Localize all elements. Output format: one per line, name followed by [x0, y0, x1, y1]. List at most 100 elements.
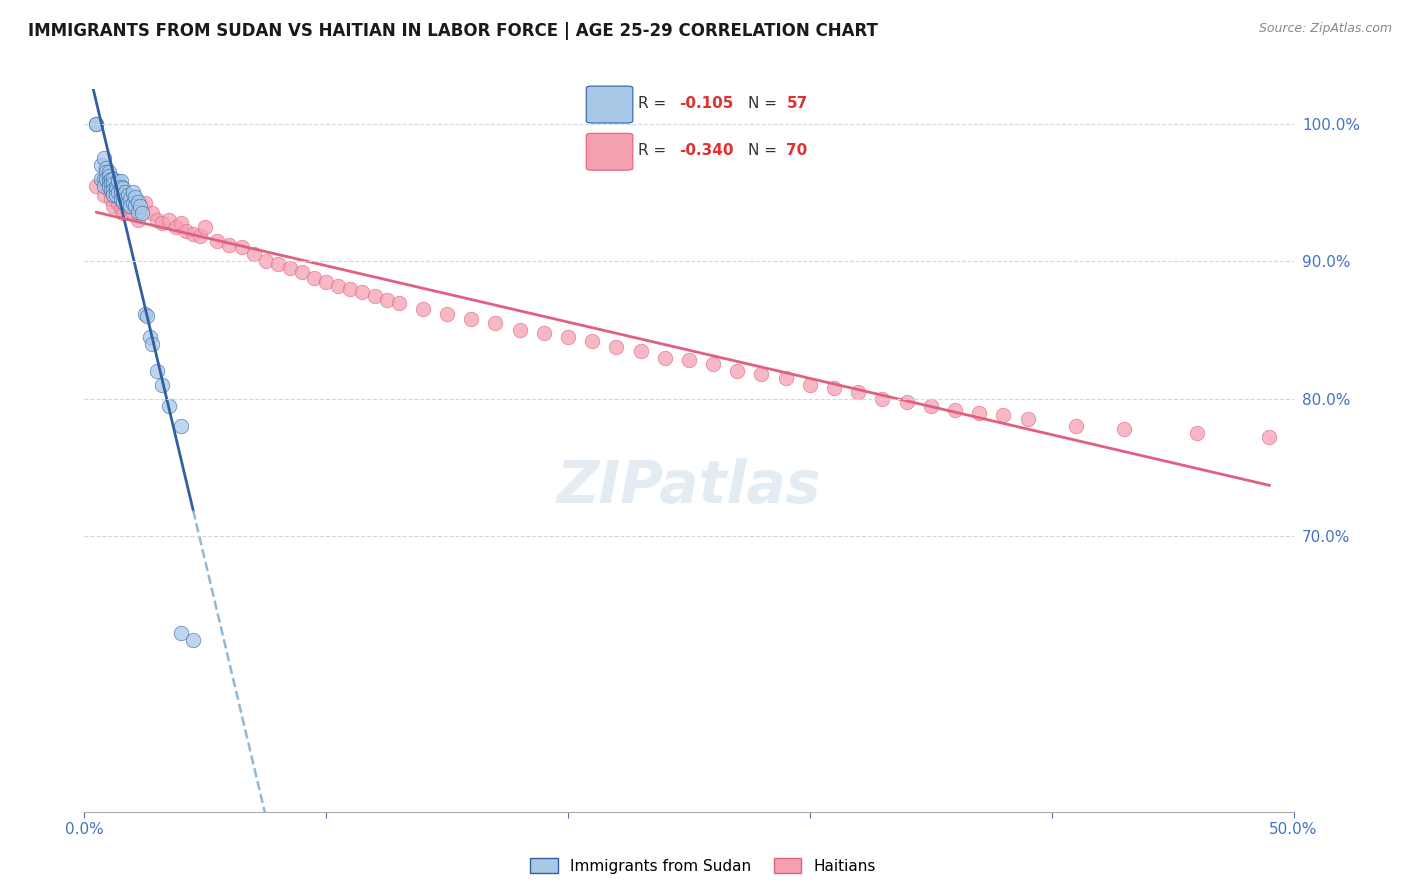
- Point: [533, 326, 555, 340]
- Point: [121, 186, 143, 200]
- Point: [103, 171, 125, 186]
- Point: [170, 419, 193, 434]
- Point: [103, 188, 125, 202]
- Point: [112, 181, 135, 195]
- Point: [751, 367, 773, 381]
- Point: [967, 406, 990, 420]
- Point: [103, 199, 125, 213]
- Text: -0.105: -0.105: [679, 96, 734, 111]
- Point: [104, 178, 127, 193]
- Point: [993, 409, 1015, 423]
- Point: [127, 204, 149, 219]
- Point: [90, 158, 112, 172]
- Text: N =: N =: [748, 96, 778, 111]
- Point: [94, 171, 117, 186]
- Point: [254, 254, 277, 268]
- Point: [110, 192, 132, 206]
- Point: [86, 178, 108, 193]
- Point: [302, 270, 325, 285]
- Point: [630, 343, 652, 358]
- Point: [375, 293, 398, 307]
- Point: [291, 265, 314, 279]
- Point: [90, 171, 112, 186]
- Point: [218, 237, 240, 252]
- Point: [339, 282, 361, 296]
- Point: [107, 196, 129, 211]
- Text: IMMIGRANTS FROM SUDAN VS HAITIAN IN LABOR FORCE | AGE 25-29 CORRELATION CHART: IMMIGRANTS FROM SUDAN VS HAITIAN IN LABO…: [28, 22, 877, 40]
- Point: [412, 302, 434, 317]
- Point: [121, 206, 143, 220]
- Point: [103, 183, 125, 197]
- Point: [114, 186, 136, 200]
- Point: [97, 178, 120, 193]
- Point: [823, 381, 845, 395]
- Point: [581, 334, 603, 348]
- Point: [120, 199, 142, 213]
- Point: [1114, 422, 1136, 436]
- Point: [484, 316, 506, 330]
- Point: [134, 306, 156, 320]
- Point: [1185, 426, 1208, 441]
- Point: [363, 288, 385, 302]
- Point: [150, 216, 173, 230]
- Point: [97, 169, 120, 183]
- Point: [157, 399, 180, 413]
- Point: [141, 336, 163, 351]
- Point: [94, 171, 117, 186]
- Text: N =: N =: [748, 144, 778, 158]
- Point: [100, 183, 122, 197]
- Point: [104, 188, 127, 202]
- Point: [127, 213, 149, 227]
- Point: [97, 165, 120, 179]
- Point: [181, 632, 204, 647]
- Point: [110, 180, 132, 194]
- Point: [328, 279, 350, 293]
- Point: [104, 188, 127, 202]
- Point: [799, 378, 821, 392]
- Point: [86, 117, 108, 131]
- Point: [460, 312, 482, 326]
- Point: [170, 625, 193, 640]
- Point: [352, 285, 374, 299]
- FancyBboxPatch shape: [586, 133, 633, 170]
- Point: [388, 295, 411, 310]
- Point: [190, 229, 212, 244]
- Point: [93, 151, 115, 165]
- Point: [138, 330, 160, 344]
- Point: [1064, 419, 1087, 434]
- Point: [110, 174, 132, 188]
- Point: [100, 176, 122, 190]
- Point: [129, 199, 152, 213]
- Point: [110, 186, 132, 200]
- Point: [207, 234, 229, 248]
- Point: [93, 188, 115, 202]
- Point: [242, 247, 264, 261]
- Point: [112, 188, 135, 202]
- Point: [136, 310, 159, 324]
- Point: [678, 353, 700, 368]
- Point: [131, 206, 153, 220]
- Point: [146, 213, 169, 227]
- Point: [436, 306, 458, 320]
- Point: [702, 358, 724, 372]
- Point: [896, 394, 918, 409]
- Legend: Immigrants from Sudan, Haitians: Immigrants from Sudan, Haitians: [524, 852, 882, 880]
- Point: [117, 196, 139, 211]
- Point: [872, 392, 894, 406]
- Point: [231, 240, 253, 254]
- Point: [117, 199, 139, 213]
- Text: Source: ZipAtlas.com: Source: ZipAtlas.com: [1258, 22, 1392, 36]
- Point: [100, 171, 122, 186]
- Point: [267, 257, 290, 271]
- Point: [846, 384, 869, 399]
- Point: [315, 275, 337, 289]
- Text: ZIPatlas: ZIPatlas: [557, 458, 821, 515]
- Point: [107, 174, 129, 188]
- Point: [120, 192, 142, 206]
- Point: [93, 171, 115, 186]
- Point: [112, 206, 135, 220]
- Point: [94, 165, 117, 179]
- Point: [93, 178, 115, 193]
- Point: [174, 224, 197, 238]
- Point: [920, 399, 942, 413]
